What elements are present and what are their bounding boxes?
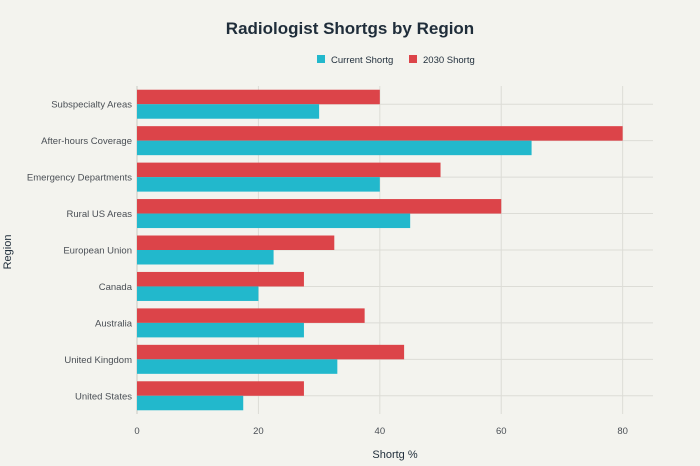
legend-swatch-2030 — [409, 55, 417, 63]
y-tick-label: United States — [75, 391, 132, 402]
bar-current-shortage — [137, 140, 532, 156]
x-axis-title: Shortg % — [372, 449, 417, 461]
y-axis-title: Region — [2, 235, 14, 270]
x-tick-labels: 0 20 40 60 80 — [134, 426, 628, 437]
y-tick-label: European Union — [63, 246, 132, 257]
bar-current-shortage — [137, 359, 338, 374]
y-tick-labels: Subspecialty Areas After-hours Coverage Em… — [27, 100, 133, 403]
bar-2030-shortage — [137, 344, 405, 360]
bar-current-shortage — [137, 286, 259, 301]
x-tick-label: 60 — [496, 426, 507, 437]
x-tick-label: 80 — [617, 426, 628, 437]
legend: Current Shortg 2030 Shortg — [317, 55, 475, 66]
bars — [137, 89, 623, 411]
bar-current-shortage — [137, 177, 380, 192]
legend-label-current: Current Shortg — [331, 55, 393, 66]
bar-current-shortage — [137, 322, 304, 338]
chart-title: Radiologist Shortgs by Region — [226, 19, 474, 38]
y-tick-label: After-hours Coverage — [41, 136, 132, 147]
legend-label-2030: 2030 Shortg — [423, 55, 475, 66]
legend-swatch-current — [317, 55, 325, 63]
bar-2030-shortage — [137, 89, 380, 105]
bar-2030-shortage — [137, 271, 304, 287]
y-tick-label: Emergency Departments — [27, 173, 132, 184]
bar-2030-shortage — [137, 381, 304, 396]
y-tick-label: United Kingdom — [64, 355, 132, 366]
bar-current-shortage — [137, 250, 274, 265]
bar-2030-shortage — [137, 162, 441, 178]
bar-current-shortage — [137, 395, 244, 411]
y-tick-label: Australia — [95, 318, 133, 329]
bar-current-shortage — [137, 213, 411, 229]
bar-2030-shortage — [137, 199, 502, 214]
bar-2030-shortage — [137, 308, 365, 323]
x-tick-label: 0 — [134, 426, 139, 437]
bar-2030-shortage — [137, 126, 623, 141]
x-tick-label: 20 — [253, 426, 264, 437]
y-tick-label: Subspecialty Areas — [51, 100, 132, 111]
y-tick-label: Canada — [99, 282, 133, 293]
y-tick-label: Rural US Areas — [67, 209, 133, 220]
bar-2030-shortage — [137, 235, 335, 250]
bar-current-shortage — [137, 104, 320, 119]
x-tick-label: 40 — [375, 426, 386, 437]
